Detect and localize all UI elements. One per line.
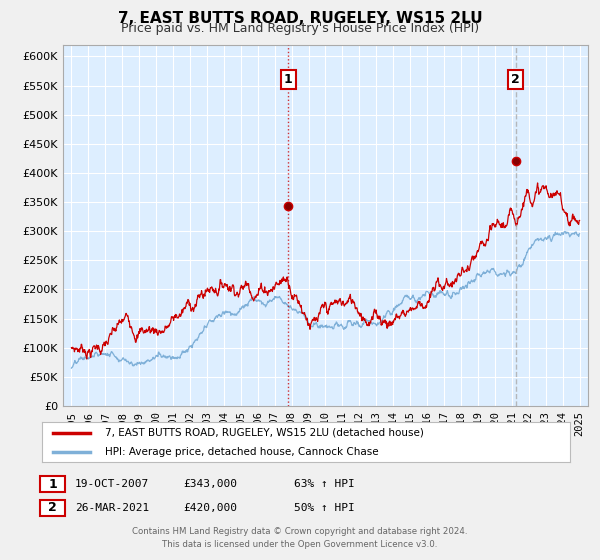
Text: HPI: Average price, detached house, Cannock Chase: HPI: Average price, detached house, Cann… bbox=[106, 447, 379, 457]
Text: £343,000: £343,000 bbox=[183, 479, 237, 489]
Text: 26-MAR-2021: 26-MAR-2021 bbox=[75, 503, 149, 513]
Text: 19-OCT-2007: 19-OCT-2007 bbox=[75, 479, 149, 489]
Text: Contains HM Land Registry data © Crown copyright and database right 2024.
This d: Contains HM Land Registry data © Crown c… bbox=[132, 526, 468, 549]
Text: 7, EAST BUTTS ROAD, RUGELEY, WS15 2LU (detached house): 7, EAST BUTTS ROAD, RUGELEY, WS15 2LU (d… bbox=[106, 428, 424, 438]
Text: 7, EAST BUTTS ROAD, RUGELEY, WS15 2LU: 7, EAST BUTTS ROAD, RUGELEY, WS15 2LU bbox=[118, 11, 482, 26]
Text: 63% ↑ HPI: 63% ↑ HPI bbox=[294, 479, 355, 489]
Text: 2: 2 bbox=[511, 73, 520, 86]
Text: 50% ↑ HPI: 50% ↑ HPI bbox=[294, 503, 355, 513]
Text: 1: 1 bbox=[284, 73, 293, 86]
Text: 1: 1 bbox=[49, 478, 57, 491]
Text: 2: 2 bbox=[49, 501, 57, 515]
Text: Price paid vs. HM Land Registry's House Price Index (HPI): Price paid vs. HM Land Registry's House … bbox=[121, 22, 479, 35]
Text: £420,000: £420,000 bbox=[183, 503, 237, 513]
